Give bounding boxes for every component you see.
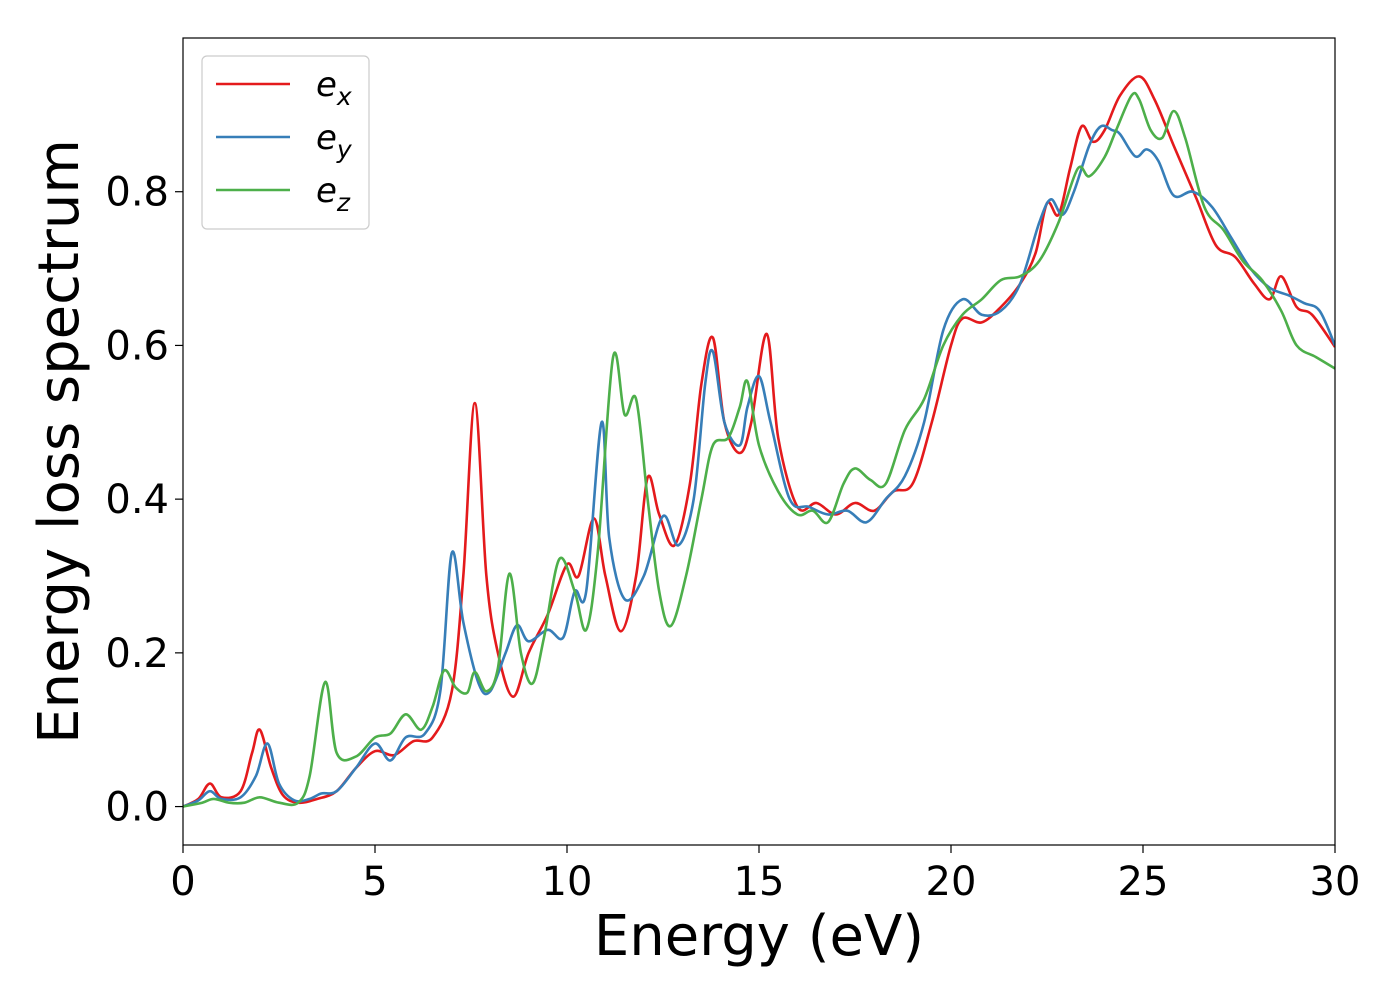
- y-tick-label: 0.6: [105, 323, 169, 369]
- x-tick-label: 15: [734, 859, 785, 905]
- x-tick-label: 20: [926, 859, 977, 905]
- legend-label-x: ex: [316, 65, 352, 111]
- x-tick-label: 10: [542, 859, 593, 905]
- legend-label-y: ey: [316, 118, 353, 164]
- x-tick-label: 30: [1310, 859, 1361, 905]
- y-tick-label: 0.8: [105, 170, 169, 216]
- series-line-x: [183, 75, 1335, 808]
- x-axis: 0 5 10 15 20 25 30: [170, 845, 1360, 905]
- x-axis-title: Energy (eV): [594, 904, 924, 969]
- series-layer: [183, 75, 1335, 808]
- x-tick-label: 5: [362, 859, 387, 905]
- y-tick-label: 0.2: [105, 631, 169, 677]
- x-tick-label: 25: [1118, 859, 1169, 905]
- series-line-z: [183, 91, 1335, 808]
- series-line-y: [183, 124, 1335, 808]
- y-tick-label: 0.4: [105, 477, 169, 523]
- x-tick-label: 0: [170, 859, 195, 905]
- y-axis: 0.0 0.2 0.4 0.6 0.8: [105, 170, 183, 831]
- legend-label-z: ez: [316, 171, 351, 217]
- legend: ex ey ez: [201, 55, 370, 230]
- legend-box: [201, 55, 370, 230]
- y-tick-label: 0.0: [105, 785, 169, 831]
- y-axis-title: Energy loss spectrum: [27, 139, 92, 744]
